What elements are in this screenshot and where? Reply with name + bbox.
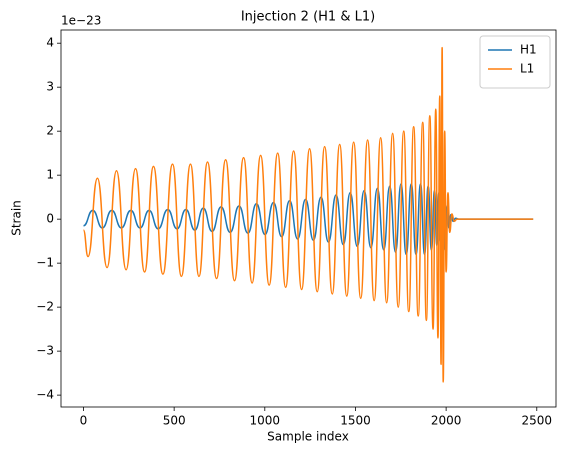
legend-label: L1 (520, 62, 534, 76)
line-series (82, 46, 534, 383)
y-axis-label: Strain (10, 200, 24, 236)
legend-box (479, 35, 551, 89)
chart-title: Injection 2 (H1 & L1) (241, 10, 375, 25)
y-tick-label: 0 (46, 212, 54, 226)
y-tick-label: 2 (46, 124, 54, 138)
x-tick-label: 1500 (340, 414, 371, 428)
y-tick-label: 1 (46, 168, 54, 182)
plot-area (82, 46, 534, 383)
x-tick-label: 500 (163, 414, 186, 428)
legend-label: H1 (520, 43, 537, 57)
y-offset-label: 1e−23 (61, 14, 101, 28)
y-tick-label: −3 (36, 344, 54, 358)
y-tick-label: 4 (46, 36, 54, 50)
y-tick-label: −1 (36, 256, 54, 270)
x-tick-label: 2500 (522, 414, 553, 428)
axes-frame (60, 29, 557, 408)
x-tick-label: 2000 (431, 414, 462, 428)
x-tick-label: 1000 (250, 414, 281, 428)
y-tick-label: −2 (36, 300, 54, 314)
x-axis-label: Sample index (267, 430, 349, 444)
y-tick-label: 3 (46, 80, 54, 94)
y-tick-label: −4 (36, 388, 54, 402)
x-tick-label: 0 (80, 414, 88, 428)
